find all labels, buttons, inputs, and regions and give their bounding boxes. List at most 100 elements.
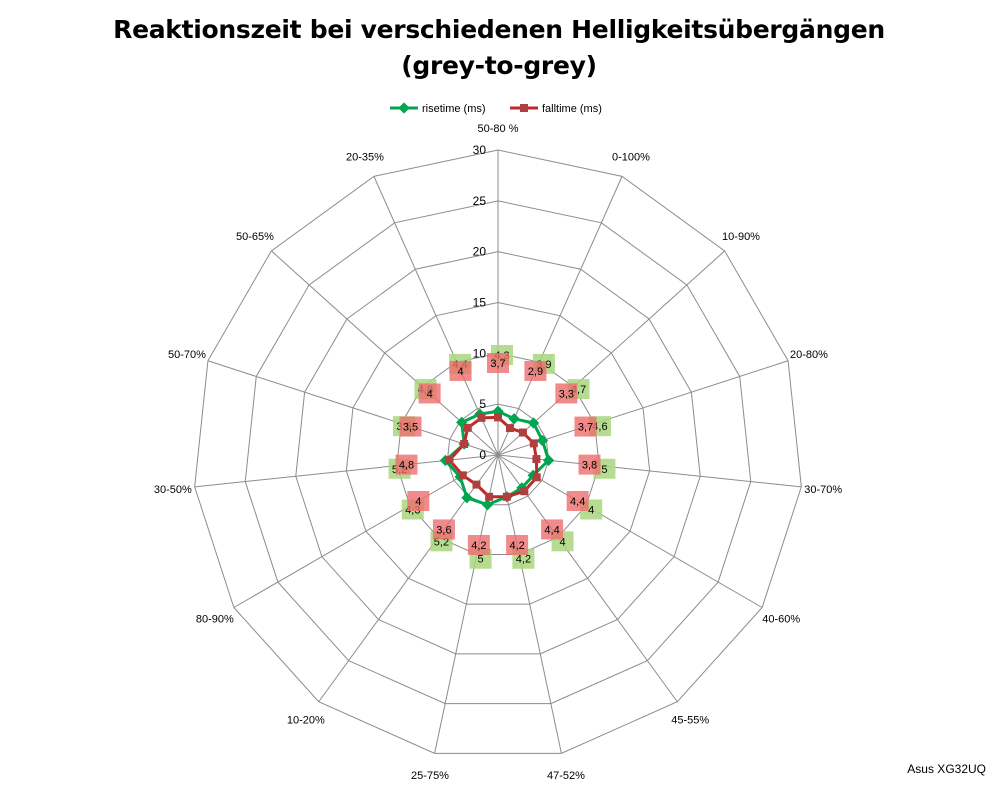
watermark-text: Asus XG32UQ: [907, 762, 986, 776]
grid-ring: [345, 301, 651, 605]
category-label: 0-100%: [612, 151, 650, 163]
grid-ring: [396, 352, 600, 555]
data-label-box: [524, 360, 547, 381]
data-label: 5: [601, 464, 607, 476]
category-label: 45-55%: [671, 715, 709, 727]
data-label: 3,5: [403, 422, 418, 434]
data-label: 5: [478, 554, 484, 566]
data-label: 3,6: [436, 524, 451, 536]
category-label: 47-52%: [547, 770, 585, 782]
grid-ring: [446, 403, 550, 506]
data-label-box: [399, 416, 422, 437]
data-point-marker: [527, 417, 540, 429]
category-label: 50-80 %: [478, 123, 519, 135]
grid-ring: [244, 200, 752, 705]
data-label: 4: [427, 388, 433, 400]
axis-tick-label: 5: [479, 397, 486, 411]
category-label: 50-65%: [236, 231, 274, 243]
data-point-marker: [508, 413, 520, 425]
axis-tick-labels: 0 5 10 15 20 25 30: [473, 143, 487, 462]
data-label: 3,7: [490, 358, 505, 370]
axis-tick-label: 10: [473, 346, 487, 360]
axis-tick-label: 25: [473, 194, 487, 208]
data-label: 4,4: [570, 496, 585, 508]
category-label: 25-75%: [411, 770, 449, 782]
data-label-box: [574, 416, 597, 437]
data-label-box: [449, 360, 472, 381]
category-label: 10-90%: [722, 231, 760, 243]
data-point-marker: [518, 428, 527, 437]
data-label: 4,2: [471, 540, 486, 552]
axis-tick-label: 20: [473, 245, 487, 259]
category-label: 30-70%: [804, 484, 842, 496]
chart-title-line1: Reaktionszeit bei verschiedenen Helligke…: [113, 15, 885, 44]
data-point-marker: [477, 413, 486, 422]
data-labels: 4,33,94,74,65444,255,24,35,23,54,84,43,7…: [388, 345, 616, 569]
series-line: [447, 415, 539, 499]
category-label: 30-50%: [154, 484, 192, 496]
legend-label: falltime (ms): [542, 103, 602, 115]
data-label: 4: [559, 536, 565, 548]
data-label-box: [418, 383, 441, 404]
grid-ring: [194, 149, 802, 754]
category-label: 80-90%: [196, 614, 234, 626]
grid-spoke: [497, 454, 678, 703]
data-label-box: [395, 454, 418, 475]
data-point-marker: [458, 471, 467, 480]
chart-title: Reaktionszeit bei verschiedenen Helligke…: [0, 12, 998, 84]
category-label: 50-70%: [168, 349, 206, 361]
category-label: 20-80%: [790, 349, 828, 361]
grid-spoke: [207, 360, 499, 456]
category-label: 40-60%: [762, 614, 800, 626]
category-label: 10-20%: [287, 715, 325, 727]
data-label: 4: [415, 496, 421, 508]
data-point-marker: [485, 492, 494, 501]
data-label-box: [506, 534, 529, 555]
series-line: [443, 409, 551, 507]
data-point-marker: [529, 439, 538, 448]
data-label: 4,2: [516, 554, 531, 566]
radar-spokes: [194, 150, 802, 754]
grid-spoke: [373, 176, 499, 456]
grid-spoke: [233, 454, 499, 608]
chart-title-line2: (grey-to-grey): [401, 51, 597, 80]
data-point-marker: [463, 423, 472, 432]
data-point-marker: [505, 424, 514, 433]
axis-tick-label: 0: [479, 448, 486, 462]
grid-spoke: [497, 454, 562, 754]
legend-marker: [398, 102, 410, 114]
data-label: 4,4: [544, 524, 559, 536]
data-label: 3,8: [582, 460, 597, 472]
legend-label: risetime (ms): [422, 103, 486, 115]
data-point-marker: [445, 456, 454, 465]
data-point-marker: [532, 455, 541, 464]
grid-ring: [295, 251, 701, 655]
data-point-marker: [472, 480, 481, 489]
data-point-marker: [494, 413, 502, 422]
data-label: 3,7: [578, 422, 593, 434]
axis-tick-label: 15: [473, 296, 487, 310]
data-label-box: [555, 383, 578, 404]
data-point-marker: [460, 440, 469, 449]
data-label: 4,2: [509, 540, 524, 552]
category-labels: 50-80 % 0-100% 10-90% 20-80% 30-70% 40-60% 45-…: [154, 123, 843, 782]
category-label: 20-35%: [346, 151, 384, 163]
data-label-box: [487, 353, 509, 373]
axis-tick-label: 30: [473, 143, 487, 157]
data-label: 2,9: [528, 366, 543, 378]
data-label: 4: [458, 366, 464, 378]
data-label-box: [432, 519, 455, 540]
data-point-marker: [536, 434, 549, 447]
data-point-marker: [502, 492, 511, 501]
grid-spoke: [497, 176, 623, 456]
data-label-box: [407, 491, 430, 511]
data-label-box: [566, 491, 589, 511]
data-label: 3,3: [559, 388, 574, 400]
data-label-box: [541, 519, 564, 540]
data-point-marker: [532, 473, 541, 482]
data-point-marker: [542, 454, 555, 466]
series-lines: [439, 405, 555, 511]
data-point-marker: [461, 492, 473, 504]
legend-marker: [520, 104, 528, 112]
